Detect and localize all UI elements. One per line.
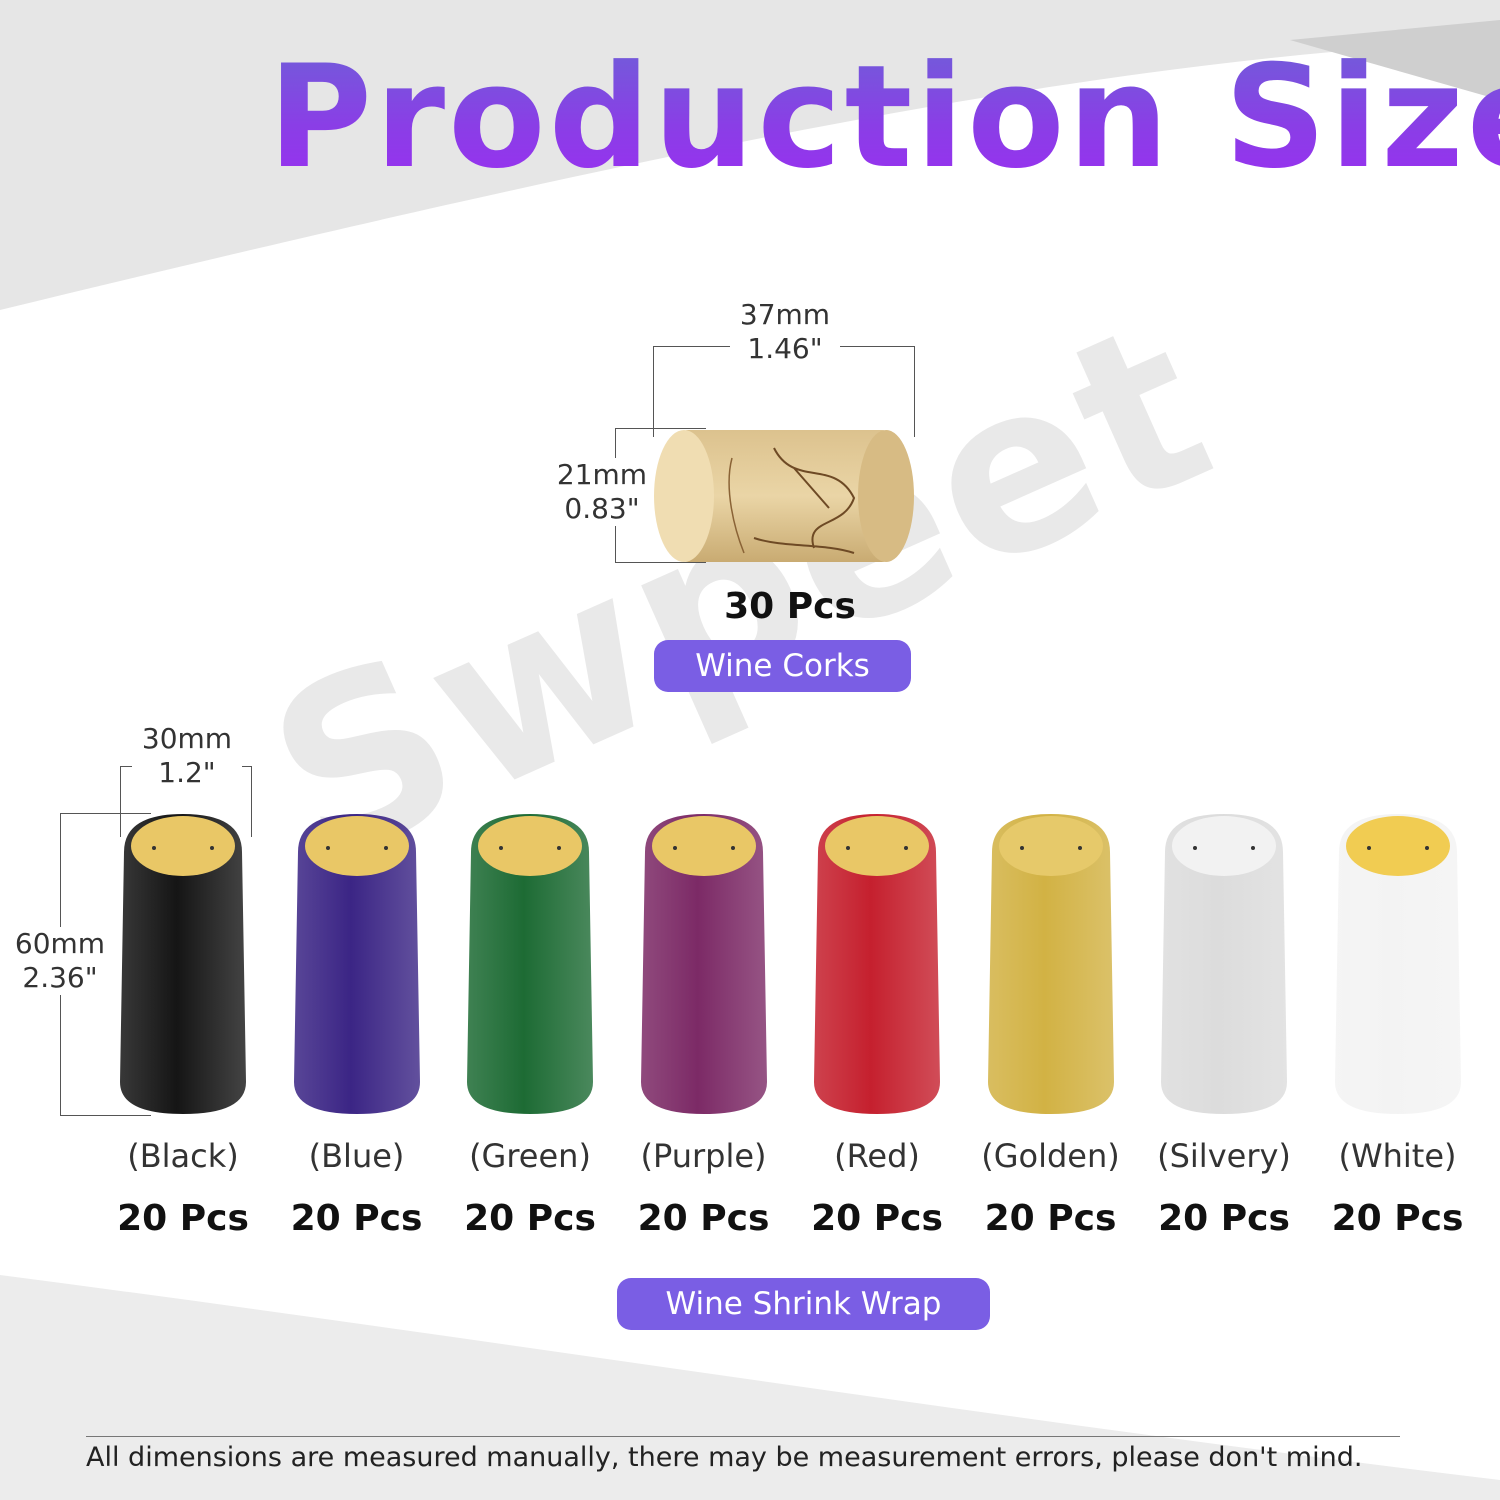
shrink-wrap-capsule-blue xyxy=(290,812,424,1116)
count-red: 20 Pcs xyxy=(811,1198,943,1239)
count-blue: 20 Pcs xyxy=(290,1198,423,1239)
shrink-wrap-capsule-silvery xyxy=(1157,812,1291,1116)
count-silvery: 20 Pcs xyxy=(1158,1198,1290,1239)
wine-shrink-wrap-label: Wine Shrink Wrap xyxy=(617,1278,990,1330)
color-name-golden: (Golden) xyxy=(981,1137,1120,1175)
cork-height-label: 21mm 0.83" xyxy=(550,458,654,526)
color-name-blue: (Blue) xyxy=(308,1137,405,1175)
count-green: 20 Pcs xyxy=(464,1198,596,1239)
wine-corks-label: Wine Corks xyxy=(654,640,911,692)
cork-width-label: 37mm 1.46" xyxy=(730,298,840,366)
shrink-wrap-capsule-golden xyxy=(984,812,1118,1116)
cork-count: 30 Pcs xyxy=(724,586,856,627)
color-name-red: (Red) xyxy=(834,1137,920,1175)
color-name-silvery: (Silvery) xyxy=(1157,1137,1291,1175)
color-name-purple: (Purple) xyxy=(640,1137,767,1175)
page-title: Production Size xyxy=(268,39,1500,196)
color-name-green: (Green) xyxy=(469,1137,591,1175)
footnote: All dimensions are measured manually, th… xyxy=(86,1442,1363,1473)
count-golden: 20 Pcs xyxy=(984,1198,1117,1239)
count-white: 20 Pcs xyxy=(1331,1198,1464,1239)
shrink-wrap-capsule-purple xyxy=(637,812,771,1116)
shrink-wrap-capsule-red xyxy=(810,812,944,1116)
shrink-wrap-capsule-white xyxy=(1331,812,1465,1116)
shrink-wrap-capsule-black xyxy=(116,812,250,1116)
color-name-black: (Black) xyxy=(127,1137,239,1175)
wrap-width-label: 30mm 1.2" xyxy=(132,722,242,790)
color-name-white: (White) xyxy=(1338,1137,1457,1175)
footnote-divider xyxy=(86,1436,1400,1437)
wrap-height-label: 60mm 2.36" xyxy=(10,927,110,995)
shrink-wrap-capsule-green xyxy=(463,812,597,1116)
count-black: 20 Pcs xyxy=(117,1198,249,1239)
count-purple: 20 Pcs xyxy=(637,1198,770,1239)
wine-cork-image xyxy=(654,428,916,564)
